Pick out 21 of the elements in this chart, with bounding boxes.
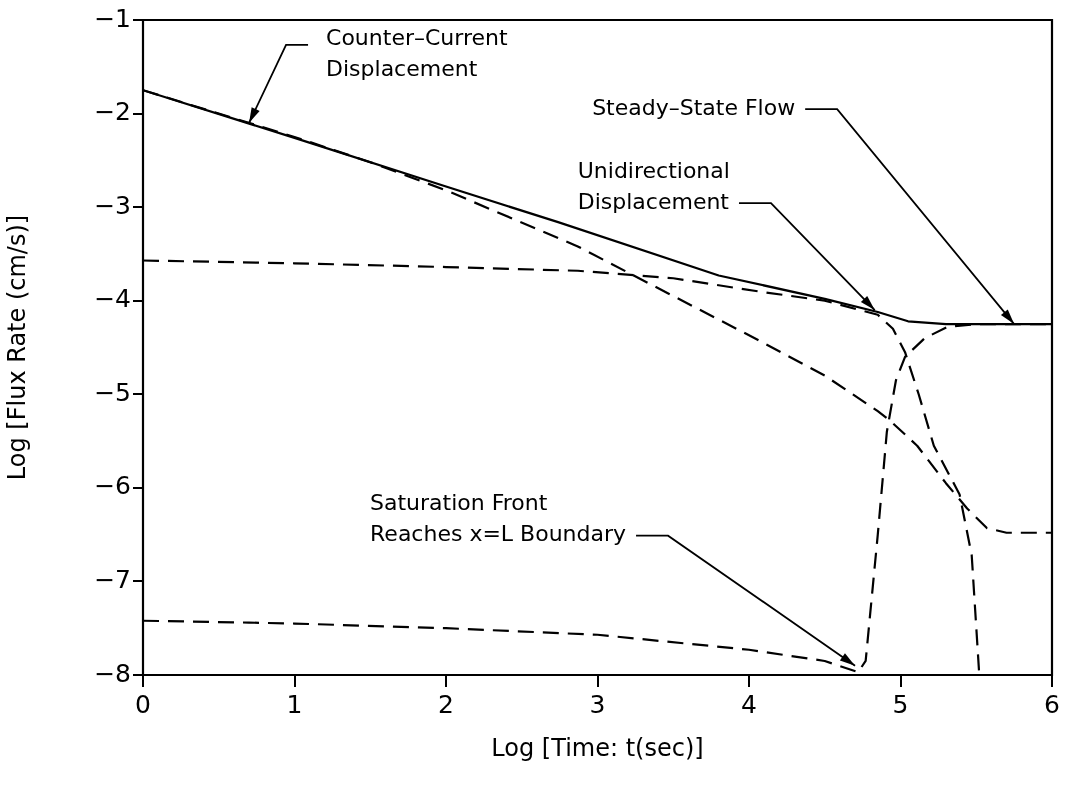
y-tick-label: −3 [94, 190, 131, 220]
y-tick-label: −4 [94, 284, 131, 314]
x-tick-label: 2 [438, 689, 454, 719]
y-tick-label: −2 [94, 97, 131, 127]
x-tick-label: 0 [135, 689, 151, 719]
annotation: Steady–State Flow [592, 94, 796, 120]
x-tick-label: 1 [286, 689, 303, 719]
y-tick-label: −5 [94, 377, 131, 407]
x-tick-label: 6 [1044, 689, 1060, 719]
y-axis-title: Log [Flux Rate (cm/s)] [2, 214, 31, 481]
annotation: Counter–Current Displacement [326, 24, 508, 81]
x-axis-title: Log [Time: t(sec)] [491, 733, 704, 762]
y-tick-label: −1 [94, 3, 131, 33]
y-tick-label: −8 [94, 658, 131, 688]
x-tick-label: 5 [892, 689, 909, 719]
y-tick-label: −6 [94, 471, 131, 501]
x-tick-label: 4 [741, 689, 757, 719]
x-tick-label: 3 [589, 689, 606, 719]
y-tick-label: −7 [94, 564, 131, 594]
annotation: Saturation Front Reaches x=L Boundary [370, 490, 627, 547]
annotation: Unidirectional Displacement [577, 157, 730, 214]
